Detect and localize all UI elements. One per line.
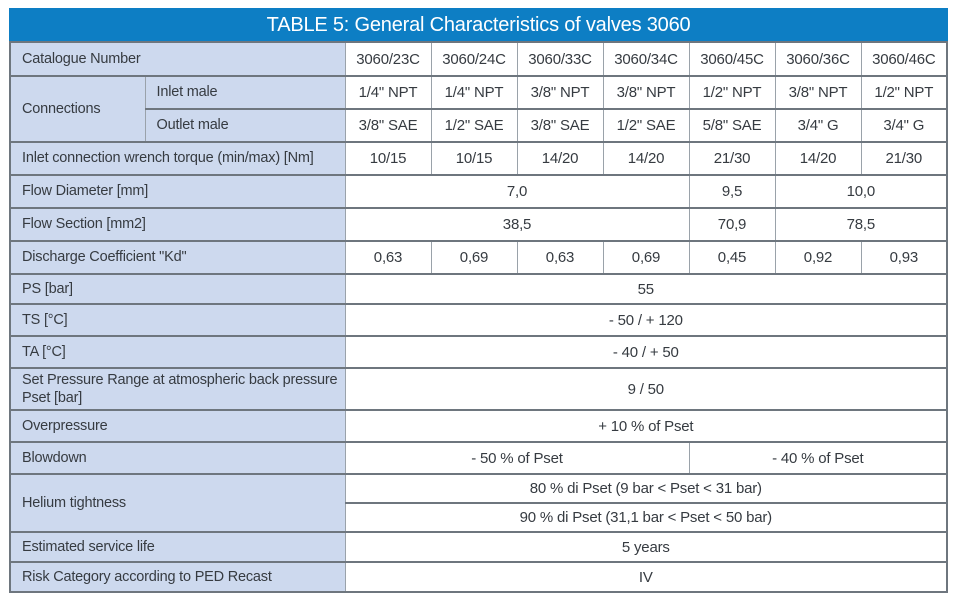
value-cell: 3060/24C [430, 41, 518, 77]
sub-row-label: Inlet male [144, 75, 346, 110]
row-label: PS [bar] [9, 273, 346, 305]
value-cell: 90 % di Pset (31,1 bar < Pset < 50 bar) [344, 502, 948, 534]
value-cell: 9 / 50 [344, 366, 948, 412]
value-cell: 10,0 [774, 174, 948, 209]
sub-row-label: Outlet male [144, 108, 346, 143]
value-cell: 0,92 [774, 240, 862, 275]
value-cell: - 40 % of Pset [688, 441, 948, 476]
value-cell: 3/8" NPT [602, 75, 690, 110]
row-label: Set Pressure Range at atmospheric back p… [9, 366, 346, 412]
value-cell: 1/4" NPT [430, 75, 518, 110]
value-cell: 0,63 [516, 240, 604, 275]
value-cell: 3/8" SAE [516, 108, 604, 143]
value-cell: + 10 % of Pset [344, 409, 948, 444]
row-wrench-torque: Inlet connection wrench torque (min/max)… [9, 141, 948, 176]
row-service-life: Estimated service life 5 years [9, 531, 948, 564]
row-label: Connections [9, 75, 146, 143]
value-cell: 3060/23C [344, 41, 432, 77]
value-cell: 9,5 [688, 174, 776, 209]
row-label: Catalogue Number [9, 41, 346, 77]
value-cell: 38,5 [344, 207, 690, 242]
value-cell: 0,93 [860, 240, 948, 275]
value-cell: 7,0 [344, 174, 690, 209]
row-risk-category: Risk Category according to PED Recast IV [9, 561, 948, 594]
value-cell: 70,9 [688, 207, 776, 242]
row-helium-tightness-2: 90 % di Pset (31,1 bar < Pset < 50 bar) [10, 502, 948, 534]
row-label: Inlet connection wrench torque (min/max)… [9, 141, 346, 176]
value-cell: 14/20 [602, 141, 690, 176]
value-cell: 0,69 [430, 240, 518, 275]
row-flow-diameter: Flow Diameter [mm] 7,0 9,5 10,0 [9, 174, 948, 209]
row-catalogue-number: Catalogue Number 3060/23C 3060/24C 3060/… [9, 41, 948, 77]
value-cell: 1/2" NPT [860, 75, 948, 110]
value-cell: 80 % di Pset (9 bar < Pset < 31 bar) [344, 473, 948, 505]
value-cell: 1/4" NPT [344, 75, 432, 110]
value-cell: 3060/33C [516, 41, 604, 77]
row-ts: TS [°C] - 50 / + 120 [9, 303, 948, 337]
row-label: TA [°C] [9, 335, 346, 369]
value-cell: 3060/36C [774, 41, 862, 77]
row-ta: TA [°C] - 40 / + 50 [9, 335, 948, 369]
row-label: Blowdown [9, 441, 346, 476]
value-cell: - 50 % of Pset [344, 441, 690, 476]
value-cell: 21/30 [688, 141, 776, 176]
table-title-row: TABLE 5: General Characteristics of valv… [8, 8, 949, 43]
value-cell: 3/4" G [860, 108, 948, 143]
row-discharge-coefficient: Discharge Coefficient "Kd" 0,63 0,69 0,6… [9, 240, 948, 275]
row-connections-inlet: Connections Inlet male 1/4" NPT 1/4" NPT… [9, 75, 948, 143]
row-ps: PS [bar] 55 [9, 273, 948, 305]
value-cell: 3/8" SAE [344, 108, 432, 143]
value-cell: 1/2" SAE [602, 108, 690, 143]
value-cell: IV [344, 561, 948, 594]
value-cell: 78,5 [774, 207, 948, 242]
value-cell: 3060/46C [860, 41, 948, 77]
value-cell: 3/8" NPT [516, 75, 604, 110]
valve-characteristics-table: TABLE 5: General Characteristics of valv… [8, 8, 949, 594]
row-label: Estimated service life [9, 531, 346, 564]
row-blowdown: Blowdown - 50 % of Pset - 40 % of Pset [9, 441, 948, 476]
value-cell: 3060/45C [688, 41, 776, 77]
row-connections-outlet: Outlet male 3/8" SAE 1/2" SAE 3/8" SAE 1… [10, 108, 948, 143]
value-cell: 3/4" G [774, 108, 862, 143]
value-cell: 55 [344, 273, 948, 305]
value-cell: 3/8" NPT [774, 75, 862, 110]
value-cell: 0,69 [602, 240, 690, 275]
row-overpressure: Overpressure + 10 % of Pset [9, 409, 948, 444]
value-cell: 10/15 [344, 141, 432, 176]
value-cell: - 50 / + 120 [344, 303, 948, 337]
value-cell: 5 years [344, 531, 948, 564]
value-cell: 5/8" SAE [688, 108, 776, 143]
row-helium-tightness-1: Helium tightness 80 % di Pset (9 bar < P… [9, 473, 948, 534]
value-cell: 3060/34C [602, 41, 690, 77]
row-label: TS [°C] [9, 303, 346, 337]
value-cell: 21/30 [860, 141, 948, 176]
value-cell: 14/20 [774, 141, 862, 176]
table-title: TABLE 5: General Characteristics of valv… [8, 8, 949, 43]
value-cell: 14/20 [516, 141, 604, 176]
value-cell: 1/2" SAE [430, 108, 518, 143]
value-cell: 0,45 [688, 240, 776, 275]
row-label: Overpressure [9, 409, 346, 444]
value-cell: 0,63 [344, 240, 432, 275]
row-label: Flow Diameter [mm] [9, 174, 346, 209]
row-label: Flow Section [mm2] [9, 207, 346, 242]
value-cell: - 40 / + 50 [344, 335, 948, 369]
row-set-pressure-range: Set Pressure Range at atmospheric back p… [9, 366, 948, 412]
value-cell: 10/15 [430, 141, 518, 176]
row-label: Helium tightness [9, 473, 346, 534]
row-label: Discharge Coefficient "Kd" [9, 240, 346, 275]
row-label: Risk Category according to PED Recast [9, 561, 346, 594]
row-flow-section: Flow Section [mm2] 38,5 70,9 78,5 [9, 207, 948, 242]
value-cell: 1/2" NPT [688, 75, 776, 110]
